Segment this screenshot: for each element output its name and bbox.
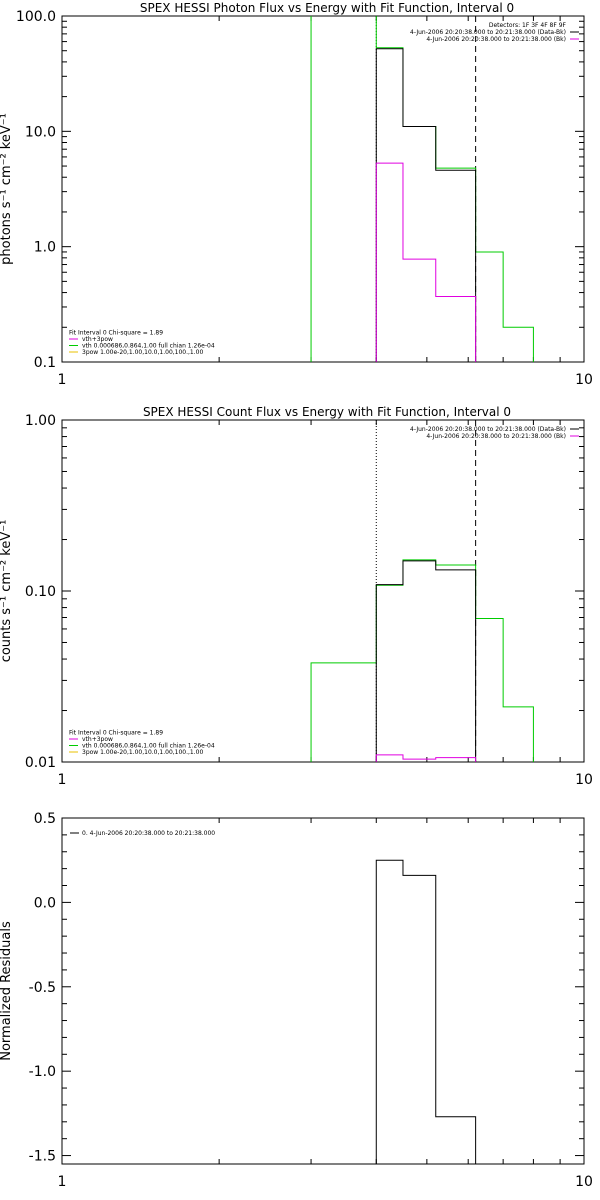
y-tick-label: -1.0 — [29, 1064, 56, 1080]
legend-entry: 4-Jun-2006 20:20:38.000 to 20:21:38.000 … — [410, 426, 566, 433]
chart-panel-3: 1 10 -1.5 -1.0 -0.5 0.0 0.5 Normalized Residual… — [0, 811, 593, 1190]
x-tick-label: 10 — [575, 772, 593, 788]
x-tick-label: 1 — [58, 772, 67, 788]
y-axis-label: counts s⁻¹ cm⁻² keV⁻¹ — [0, 520, 14, 663]
legend-entry: 4-Jun-2006 20:20:38.000 to 20:21:38.000 … — [426, 433, 566, 440]
series-step-line-3 — [375, 162, 477, 362]
y-tick-label: 0.0 — [34, 895, 56, 911]
series-step-line-2 — [375, 560, 477, 762]
y-axis-label: Normalized Residuals — [0, 921, 14, 1061]
y-tick-label: -0.5 — [29, 980, 56, 996]
x-tick-label: 10 — [575, 372, 593, 388]
y-tick-label: 100.0 — [16, 9, 56, 25]
plot-area — [310, 420, 534, 762]
plot-area — [310, 16, 534, 362]
y-tick-label: 1.0 — [34, 240, 56, 256]
axes-frame — [61, 419, 585, 763]
chart-title: SPEX HESSI Count Flux vs Energy with Fit… — [143, 405, 511, 419]
legend-entry: vth+3pow — [82, 336, 113, 343]
series-step-line-1 — [310, 16, 534, 362]
x-tick-label: 10 — [575, 1174, 593, 1190]
legend-entry: 4-Jun-2006 20:20:38.000 to 20:21:38.000 … — [426, 36, 566, 43]
y-tick-label: 0.1 — [34, 355, 56, 371]
series-step-line-1 — [375, 859, 477, 1164]
y-tick-label: 1.00 — [25, 413, 56, 429]
chart-title: SPEX HESSI Photon Flux vs Energy with Fi… — [140, 1, 514, 15]
legend-entry: vth 0.000686,0.864,1.00 full chian 1.26e… — [82, 343, 215, 350]
series-step-line-2 — [375, 48, 477, 362]
x-tick-label: 1 — [58, 372, 67, 388]
legend-entry: vth+3pow — [82, 736, 113, 743]
y-tick-label: 10.0 — [25, 124, 56, 140]
series-step-line-1 — [310, 559, 534, 762]
y-tick-label: -1.5 — [29, 1149, 56, 1165]
legend-entry: 3pow 1.00e-20,1.00,10.0,1.00,100.,1.00 — [82, 349, 203, 356]
axes-frame — [61, 817, 585, 1165]
legend-entry: Fit Interval 0 Chi-square = 1.89 — [69, 730, 163, 737]
chart-panel-2: 1 10 0.01 0.10 1.00 SPEX HESSI Count Flux vs … — [0, 405, 593, 788]
y-tick-label: 0.01 — [25, 755, 56, 771]
legend-entry: 4-Jun-2006 20:20:38.000 to 20:21:38.000 … — [410, 29, 566, 36]
legend-entry: 3pow 1.00e-20,1.00,10.0,1.00,100.,1.00 — [82, 749, 203, 756]
legend-entry: vth 0.000686,0.864,1.00 full chian 1.26e… — [82, 743, 215, 750]
axes-frame — [61, 15, 585, 363]
plot-area — [375, 859, 477, 1164]
series-step-line-3 — [375, 754, 477, 762]
legend-entry: Detectors: 1F 3F 4F 8F 9F — [489, 22, 567, 29]
y-tick-label: 0.5 — [34, 811, 56, 827]
legend-entry: 0. 4-Jun-2006 20:20:38.000 to 20:21:38.0… — [82, 830, 215, 837]
chart-panel-1: 1 10 0.1 1.0 10.0 100.0 SPEX HESSI Photon Flux… — [0, 1, 593, 388]
x-tick-label: 1 — [58, 1174, 67, 1190]
y-tick-label: 0.10 — [25, 584, 56, 600]
legend-entry: Fit Interval 0 Chi-square = 1.89 — [69, 330, 163, 337]
y-axis-label: photons s⁻¹ cm⁻² keV⁻¹ — [0, 113, 14, 265]
